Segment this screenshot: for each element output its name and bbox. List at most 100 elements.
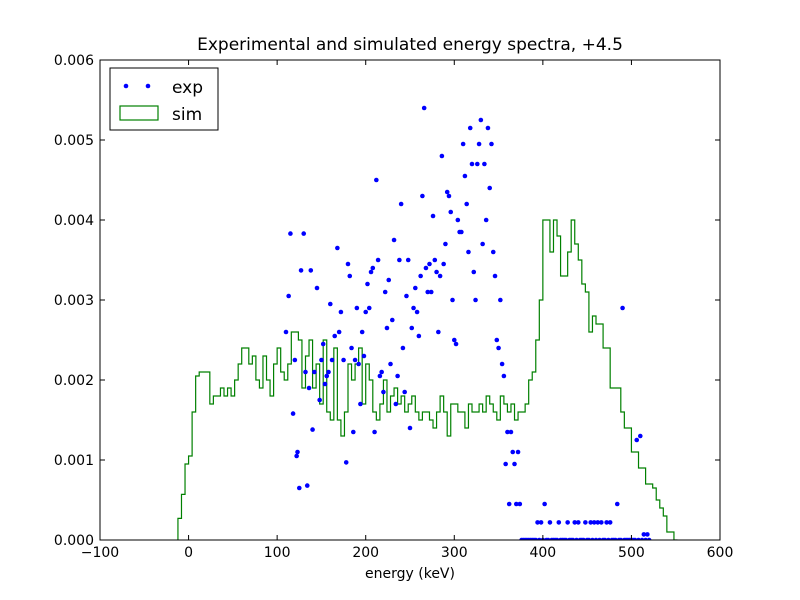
exp-data-point: [446, 193, 452, 199]
exp-data-point: [398, 201, 404, 207]
exp-data-point: [490, 249, 496, 255]
exp-data-point: [439, 153, 445, 159]
x-tick-label: 500: [618, 545, 645, 561]
exp-data-point: [418, 273, 423, 279]
exp-data-point: [347, 273, 353, 279]
exp-data-point: [294, 453, 299, 459]
exp-data-point: [296, 485, 302, 491]
exp-data-point: [324, 373, 330, 379]
x-tick-label: 100: [264, 545, 291, 561]
exp-data-point: [303, 369, 308, 375]
exp-data-point: [613, 537, 618, 540]
exp-data-point: [597, 537, 602, 540]
exp-data-point: [480, 241, 485, 247]
exp-data-point: [487, 185, 493, 191]
exp-data-point: [499, 361, 505, 367]
exp-data-point: [485, 125, 491, 131]
exp-data-point: [547, 520, 553, 525]
y-tick-label: 0.004: [54, 213, 94, 229]
exp-data-point: [639, 537, 645, 540]
exp-data-point: [400, 345, 406, 351]
exp-data-point: [473, 297, 478, 303]
y-tick-label: 0.006: [54, 53, 94, 69]
exp-data-point: [374, 177, 379, 183]
exp-data-point: [393, 401, 399, 407]
exp-data-point: [384, 325, 390, 331]
y-tick-label: 0.003: [54, 293, 94, 309]
exp-data-point: [413, 285, 418, 291]
exp-data-point: [361, 353, 367, 359]
exp-data-point: [459, 229, 464, 235]
exp-data-point: [501, 373, 507, 379]
exp-data-point: [363, 309, 369, 315]
exp-data-point: [469, 161, 475, 167]
exp-data-point: [351, 429, 356, 435]
exp-data-point: [430, 213, 436, 219]
exp-data-point: [290, 411, 296, 416]
exp-data-point: [508, 429, 514, 435]
x-tick-label: 0: [184, 545, 193, 561]
exp-data-point: [427, 261, 432, 267]
exp-data-point: [320, 341, 326, 347]
exp-data-point: [599, 520, 604, 525]
exp-data-point: [308, 268, 314, 273]
exp-data-point: [503, 461, 508, 467]
exp-data-point: [421, 105, 427, 111]
exp-data-point: [329, 357, 335, 363]
exp-data-point: [574, 537, 579, 540]
exp-data-point: [306, 385, 312, 391]
exp-data-point: [498, 297, 503, 303]
exp-data-point: [533, 537, 539, 540]
exp-data-point: [620, 305, 625, 311]
exp-data-point: [637, 433, 643, 439]
exp-data-point: [386, 277, 392, 283]
exp-data-point: [345, 261, 351, 267]
exp-data-point: [437, 273, 443, 279]
exp-data-point: [404, 293, 409, 299]
exp-data-point: [618, 537, 624, 540]
exp-data-point: [327, 301, 333, 307]
exp-data-point: [301, 231, 307, 236]
exp-data-point: [607, 520, 613, 525]
x-tick-label: 600: [707, 545, 734, 561]
exp-data-point: [298, 268, 304, 273]
exp-data-point: [451, 337, 457, 343]
exp-data-point: [388, 361, 393, 367]
exp-data-point: [572, 520, 578, 525]
x-tick-label: 400: [529, 545, 556, 561]
exp-data-point: [450, 297, 455, 303]
exp-data-point: [462, 173, 468, 179]
exp-data-point: [505, 429, 510, 435]
exp-data-point: [570, 537, 576, 540]
exp-data-point: [590, 537, 595, 540]
exp-data-point: [319, 357, 324, 363]
x-axis-label: energy (keV): [365, 566, 455, 582]
exp-data-point: [478, 117, 484, 123]
exp-data-point: [482, 161, 487, 167]
y-tick-label: 0.002: [54, 373, 94, 389]
legend-sim-swatch: [119, 105, 159, 121]
chart-title: Experimental and simulated energy spectr…: [197, 35, 623, 55]
exp-data-point: [405, 257, 411, 263]
exp-data-point: [343, 460, 349, 465]
exp-data-point: [338, 309, 344, 315]
exp-data-point: [583, 520, 588, 525]
legend-exp-label: exp: [172, 78, 203, 98]
exp-data-point: [453, 341, 459, 347]
exp-data-point: [554, 537, 560, 540]
exp-data-point: [341, 357, 346, 363]
exp-data-point: [359, 329, 365, 335]
exp-data-point: [377, 373, 383, 379]
exp-data-point: [455, 217, 461, 223]
exp-data-point: [312, 369, 317, 375]
exp-data-point: [354, 305, 360, 311]
exp-data-point: [476, 141, 482, 147]
exp-data-point: [317, 397, 322, 403]
exp-data-point: [492, 273, 498, 279]
exp-data-point: [542, 501, 547, 507]
exp-data-point: [349, 345, 354, 351]
exp-data-point: [414, 309, 420, 315]
exp-data-point: [614, 501, 620, 507]
exp-data-point: [336, 329, 342, 335]
exp-data-point: [510, 449, 516, 455]
